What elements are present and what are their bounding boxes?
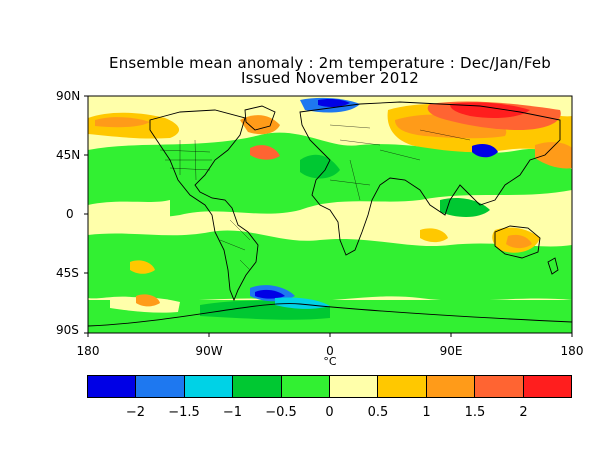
colorbar-swatch xyxy=(378,376,427,397)
country-borders xyxy=(159,124,471,271)
colorbar-tick-label: −2 xyxy=(125,405,146,420)
map-title-line-1: Ensemble mean anomaly : 2m temperature :… xyxy=(109,54,551,72)
colorbar-tick-label: 1 xyxy=(422,405,431,420)
colorbar-tick-label: 2 xyxy=(519,405,528,420)
lon-label-0: 0 xyxy=(326,344,334,358)
colorbar-swatch xyxy=(523,376,572,397)
colorbar-tick-label: 0 xyxy=(325,405,334,420)
coastlines xyxy=(88,101,572,327)
colorbar-swatch xyxy=(88,376,137,397)
colorbar-swatch xyxy=(184,376,234,397)
lat-label-eq: 0 xyxy=(66,207,74,221)
colorbar-swatch xyxy=(475,376,524,397)
colorbar-swatch xyxy=(330,376,379,397)
anomaly-field xyxy=(88,96,572,333)
colorbar-tick-label: −0.5 xyxy=(265,405,297,420)
axis-ticks xyxy=(84,95,573,337)
unit-label: °C xyxy=(323,355,337,368)
colorbar-swatch xyxy=(136,376,185,397)
lon-label-180e: 180 xyxy=(560,344,584,358)
colorbar-tick-label: 0.5 xyxy=(367,405,389,420)
map-title-line-2: Issued November 2012 xyxy=(240,69,420,87)
lon-label-90e: 90E xyxy=(439,344,463,358)
lat-label-45s: 45S xyxy=(56,266,79,280)
colorbar-tick-label: −1.5 xyxy=(168,405,200,420)
lat-label-90s: 90S xyxy=(56,323,79,337)
colorbar-tick-label: 1.5 xyxy=(464,405,486,420)
colorbar-swatch xyxy=(233,376,282,397)
colorbar-swatch xyxy=(426,376,476,397)
lat-label-90n: 90N xyxy=(56,89,81,103)
colorbar-swatch xyxy=(281,376,331,397)
colorbar xyxy=(87,375,572,398)
colorbar-tick-label: −1 xyxy=(222,405,243,420)
lon-label-180w: 180 xyxy=(76,344,100,358)
lon-label-90w: 90W xyxy=(195,344,223,358)
lat-label-45n: 45N xyxy=(56,148,81,162)
